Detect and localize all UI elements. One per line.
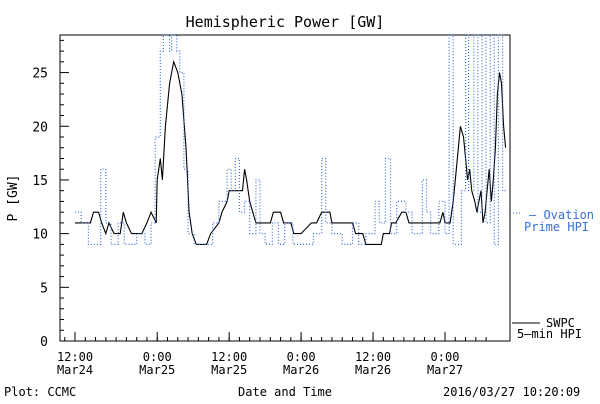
- x-tick-label-date: Mar26: [355, 363, 391, 377]
- x-tick-label-time: 12:00: [211, 350, 247, 364]
- y-axis-ticks: 0 5 10 15 20 25: [32, 39, 69, 350]
- plot-credit: Plot: CCMC: [4, 385, 76, 399]
- ovation-series-line: [75, 34, 507, 245]
- x-tick-label-date: Mar27: [427, 363, 463, 377]
- chart-title: Hemispheric Power [GW]: [186, 13, 385, 31]
- y-axis-label: P [GW]: [6, 175, 21, 222]
- x-tick-label-time: 12:00: [57, 350, 93, 364]
- y-tick-label: 0: [40, 335, 48, 350]
- x-tick-label-time: 0:00: [143, 350, 172, 364]
- y-tick-label: 10: [32, 228, 48, 243]
- x-axis-ticks: 12:00Mar240:00Mar2512:00Mar250:00Mar2612…: [57, 332, 487, 377]
- ovation-legend-label-line1: — Ovation: [529, 208, 594, 222]
- x-tick-label-time: 0:00: [431, 350, 460, 364]
- x-tick-label-time: 0:00: [287, 350, 316, 364]
- series-layer: [75, 34, 507, 245]
- y-tick-label: 5: [40, 281, 48, 296]
- x-tick-label-date: Mar25: [211, 363, 247, 377]
- x-tick-label-date: Mar26: [283, 363, 319, 377]
- timestamp: 2016/03/27 10:20:09: [443, 385, 580, 399]
- x-tick-label-date: Mar24: [57, 363, 93, 377]
- swpc-legend-label-line1: SWPC: [546, 316, 575, 330]
- plot-frame: [59, 34, 511, 342]
- swpc-legend-label-line2: 5–min HPI: [517, 327, 582, 341]
- y-tick-label: 15: [32, 174, 48, 189]
- swpc-series-line: [75, 59, 507, 245]
- y-tick-label: 20: [32, 120, 48, 135]
- y-tick-label: 25: [32, 67, 48, 82]
- x-axis-label: Date and Time: [238, 385, 332, 399]
- ovation-legend-label-line2: Prime HPI: [524, 220, 589, 234]
- x-tick-label-time: 12:00: [355, 350, 391, 364]
- x-tick-label-date: Mar25: [139, 363, 175, 377]
